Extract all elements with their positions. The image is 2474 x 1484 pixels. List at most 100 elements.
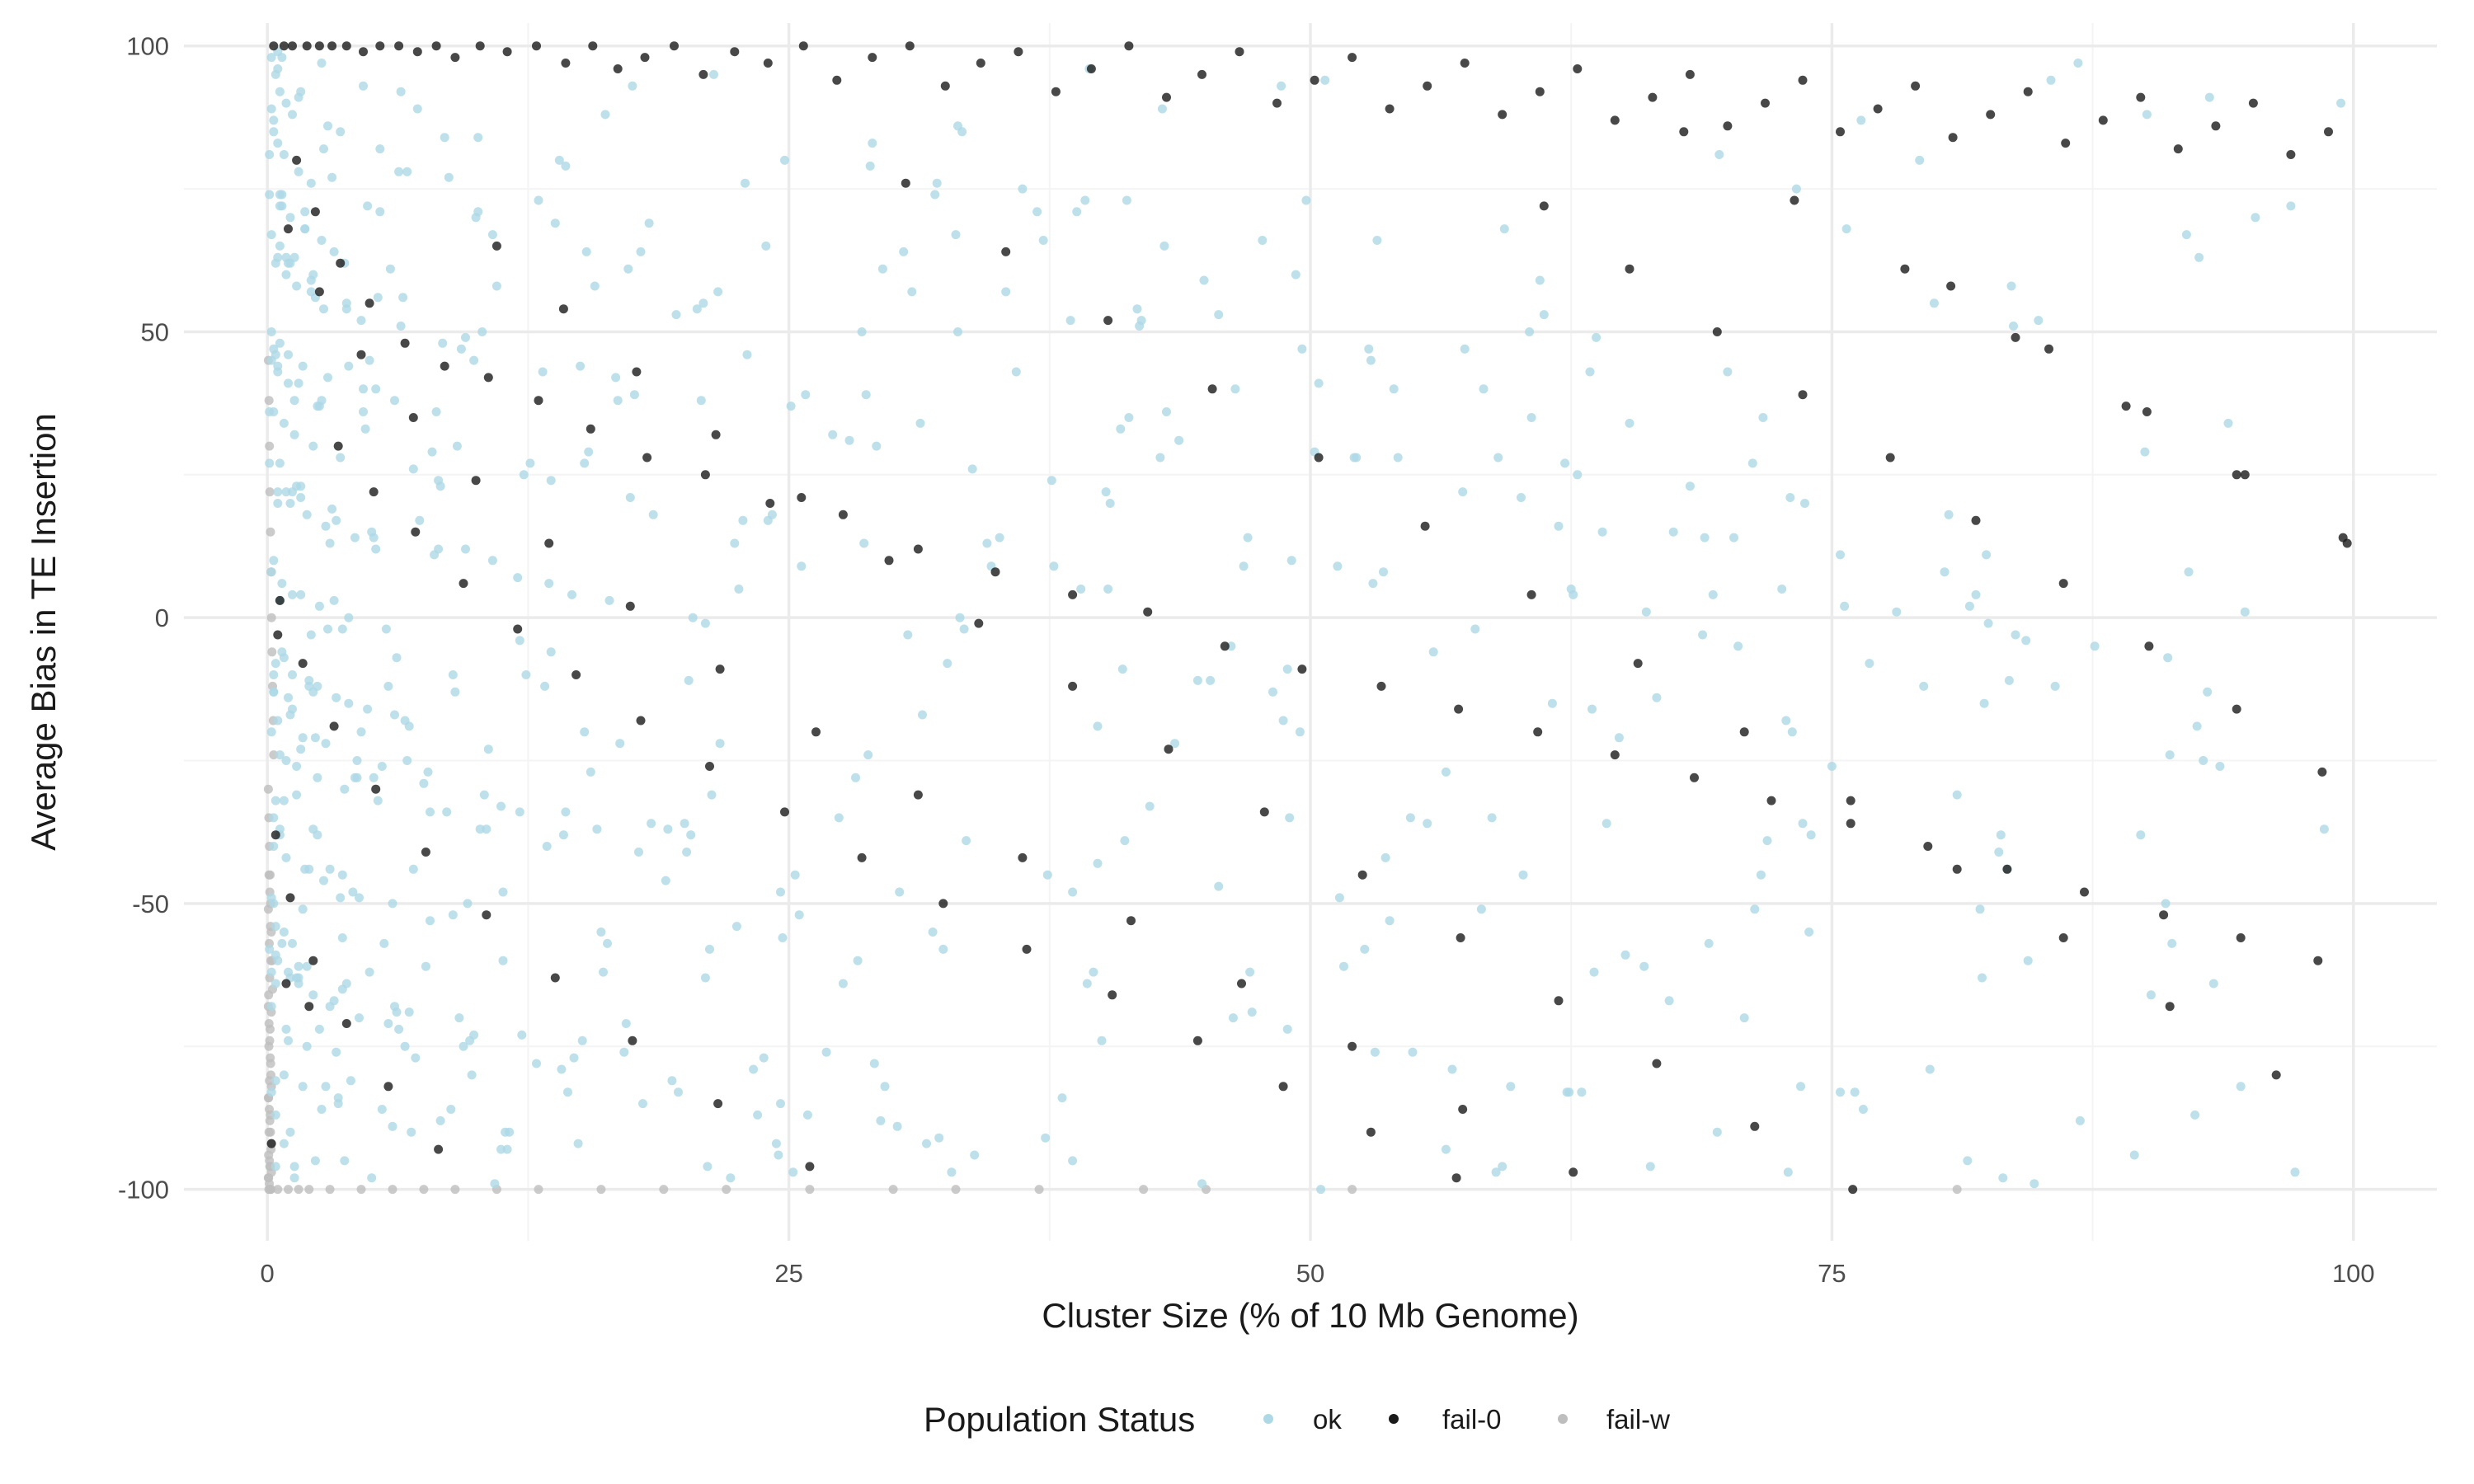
point-ok — [426, 807, 435, 817]
point-ok — [776, 1099, 785, 1109]
point-ok — [352, 756, 362, 765]
legend-label-fail-0: fail-0 — [1442, 1404, 1502, 1435]
point-ok — [270, 922, 280, 932]
point-ok — [1625, 418, 1634, 428]
point-ok — [2251, 213, 2260, 223]
point-ok — [1592, 332, 1602, 342]
point-fail-0 — [1648, 92, 1658, 102]
point-ok — [1285, 813, 1295, 823]
point-ok — [876, 1115, 886, 1125]
point-ok — [790, 870, 800, 880]
point-ok — [321, 1082, 331, 1092]
point-ok — [461, 544, 470, 554]
point-ok — [487, 230, 497, 240]
point-fail-0 — [284, 224, 293, 234]
point-ok — [388, 899, 397, 909]
point-ok — [435, 1115, 445, 1125]
point-ok — [304, 675, 314, 685]
point-ok — [1698, 630, 1708, 640]
point-ok — [310, 733, 320, 743]
point-ok — [1856, 115, 1866, 125]
point-fail-0 — [797, 493, 807, 502]
point-ok — [396, 87, 406, 96]
point-ok — [1132, 304, 1142, 314]
point-ok — [279, 150, 289, 159]
point-fail-0 — [2211, 121, 2221, 131]
point-fail-0 — [1685, 69, 1695, 79]
point-ok — [383, 681, 393, 691]
point-ok — [554, 155, 564, 165]
point-ok — [861, 390, 871, 400]
point-fail-0 — [1633, 659, 1643, 669]
point-ok — [1798, 819, 1808, 829]
point-fail-0 — [459, 579, 468, 589]
point-ok — [515, 807, 524, 817]
point-ok — [426, 916, 435, 926]
point-fail-0 — [341, 41, 351, 51]
series-fail-0 — [266, 41, 2352, 1195]
point-ok — [741, 178, 750, 188]
point-ok — [302, 1041, 312, 1051]
point-ok — [265, 407, 275, 416]
point-fail-w — [273, 1185, 283, 1195]
point-ok — [279, 1070, 289, 1080]
point-ok — [356, 727, 366, 737]
point-ok — [1979, 698, 1989, 708]
point-ok — [1518, 870, 1528, 880]
point-fail-w — [388, 1185, 397, 1195]
point-ok — [947, 1167, 957, 1177]
point-fail-0 — [1911, 81, 1921, 91]
point-fail-0 — [314, 41, 324, 51]
point-ok — [359, 384, 368, 394]
point-ok — [492, 281, 501, 291]
point-fail-0 — [2002, 864, 2012, 874]
point-ok — [934, 1133, 944, 1143]
point-ok — [951, 230, 961, 240]
point-fail-0 — [884, 556, 894, 566]
point-fail-w — [325, 1185, 335, 1195]
point-ok — [1840, 601, 1850, 611]
point-ok — [953, 327, 962, 336]
point-ok — [288, 110, 297, 120]
point-fail-w — [450, 1185, 460, 1195]
point-fail-w — [294, 1185, 303, 1195]
point-ok — [880, 1082, 890, 1092]
point-ok — [2161, 899, 2171, 909]
x-tick-label: 25 — [774, 1259, 802, 1288]
point-ok — [1758, 413, 1768, 422]
point-ok — [323, 624, 332, 634]
point-fail-0 — [713, 1099, 723, 1109]
point-fail-0 — [1164, 744, 1174, 754]
point-ok — [938, 944, 948, 954]
point-ok — [294, 973, 303, 983]
point-ok — [456, 344, 466, 354]
point-fail-0 — [730, 47, 740, 57]
point-ok — [355, 1013, 364, 1023]
point-ok — [1539, 310, 1549, 320]
point-fail-0 — [1690, 773, 1699, 782]
point-ok — [1349, 453, 1359, 463]
point-ok — [450, 687, 460, 697]
point-ok — [2192, 721, 2202, 731]
point-ok — [1286, 556, 1296, 566]
point-ok — [2236, 1082, 2246, 1092]
point-fail-0 — [1625, 264, 1634, 274]
point-ok — [1372, 236, 1382, 245]
point-ok — [1785, 493, 1795, 502]
point-ok — [444, 172, 454, 182]
point-fail-0 — [308, 956, 318, 965]
point-fail-0 — [1348, 53, 1357, 63]
point-ok — [1806, 830, 1816, 840]
point-fail-0 — [365, 298, 374, 308]
point-ok — [1206, 675, 1216, 685]
point-ok — [1729, 533, 1738, 542]
point-ok — [319, 876, 328, 885]
point-ok — [542, 842, 552, 851]
point-ok — [550, 218, 560, 228]
point-ok — [419, 778, 429, 788]
point-ok — [415, 515, 425, 525]
point-fail-0 — [1366, 1127, 1376, 1137]
point-ok — [336, 893, 346, 903]
point-fail-0 — [1310, 75, 1319, 85]
point-ok — [367, 1173, 377, 1183]
